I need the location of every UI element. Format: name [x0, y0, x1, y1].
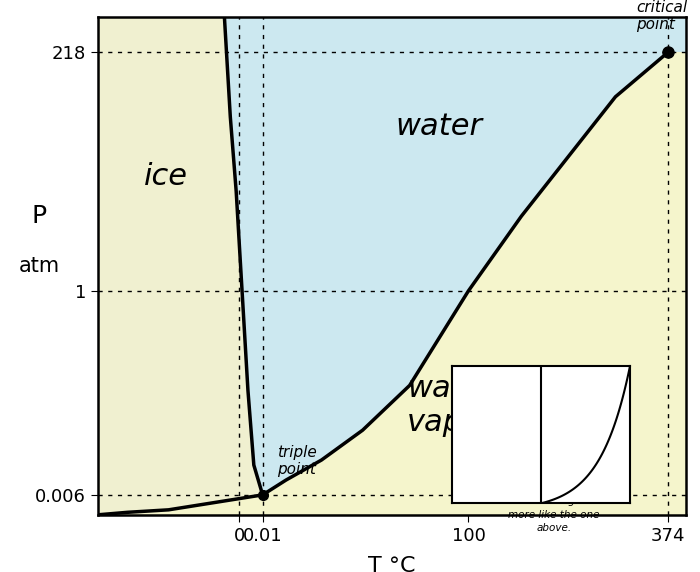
Text: ice: ice — [144, 162, 188, 191]
Text: P: P — [32, 204, 47, 228]
Text: water
vapor: water vapor — [407, 374, 494, 436]
Text: water: water — [395, 112, 482, 141]
Text: The large drawing
is not too scale.  A
scale drawing looks
more like the one
abo: The large drawing is not too scale. A sc… — [503, 470, 605, 533]
Text: atm: atm — [19, 256, 60, 276]
X-axis label: T °C: T °C — [368, 556, 416, 572]
Text: triple
point: triple point — [277, 445, 317, 478]
Text: critical
point: critical point — [636, 0, 687, 32]
Polygon shape — [98, 17, 262, 515]
Polygon shape — [225, 17, 686, 495]
